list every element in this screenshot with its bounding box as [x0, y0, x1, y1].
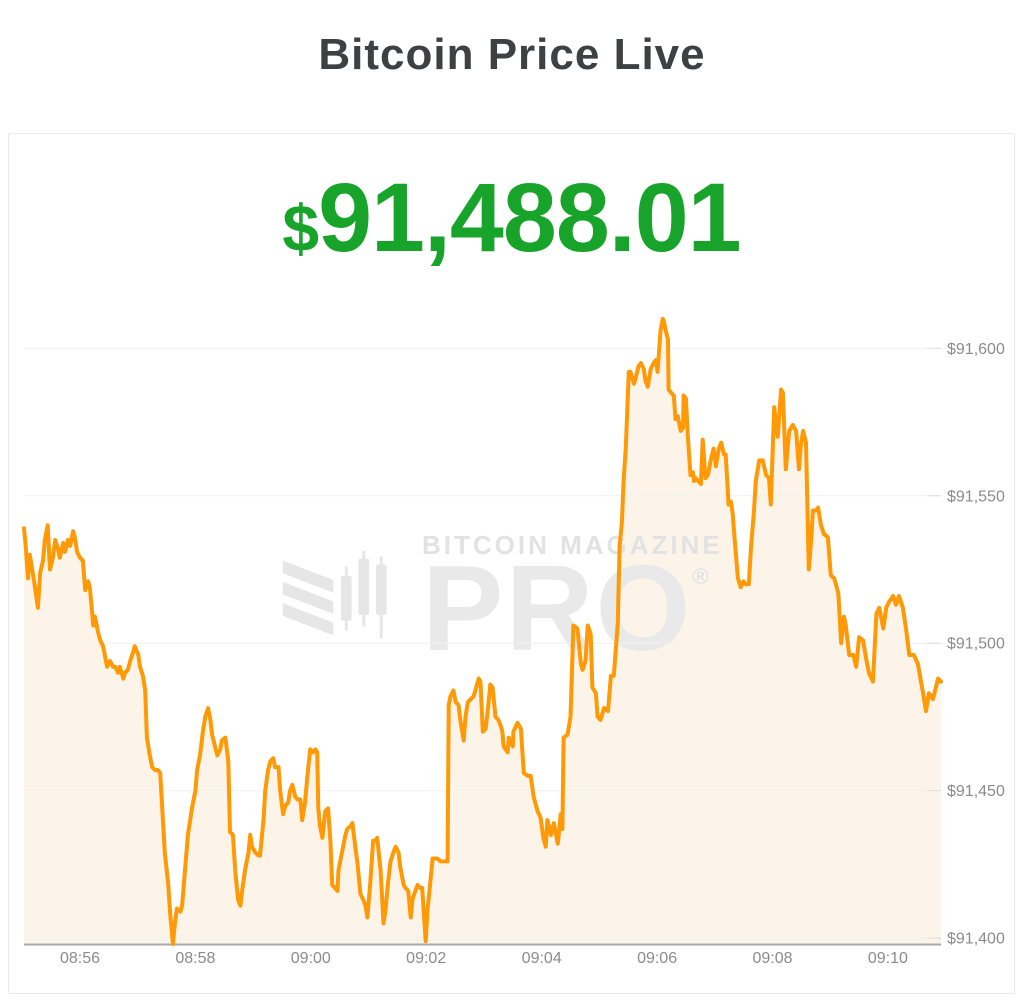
- chart-card: $91,488.01 BITCOIN MAGAZINE PRO ®: [8, 133, 1015, 994]
- page-title: Bitcoin Price Live: [318, 30, 706, 79]
- watermark-text: BITCOIN MAGAZINE PRO ®: [422, 530, 723, 676]
- watermark-brand: BITCOIN MAGAZINE: [422, 530, 723, 560]
- registered-trademark-icon: ®: [692, 564, 709, 589]
- watermark: BITCOIN MAGAZINE PRO ®: [282, 530, 723, 676]
- watermark-product: PRO: [422, 540, 693, 676]
- price-value: 91,488.01: [318, 163, 742, 272]
- live-price: $91,488.01: [9, 169, 1014, 266]
- bitcoin-magazine-pro-logo-icon: [282, 550, 387, 638]
- currency-symbol: $: [282, 191, 319, 265]
